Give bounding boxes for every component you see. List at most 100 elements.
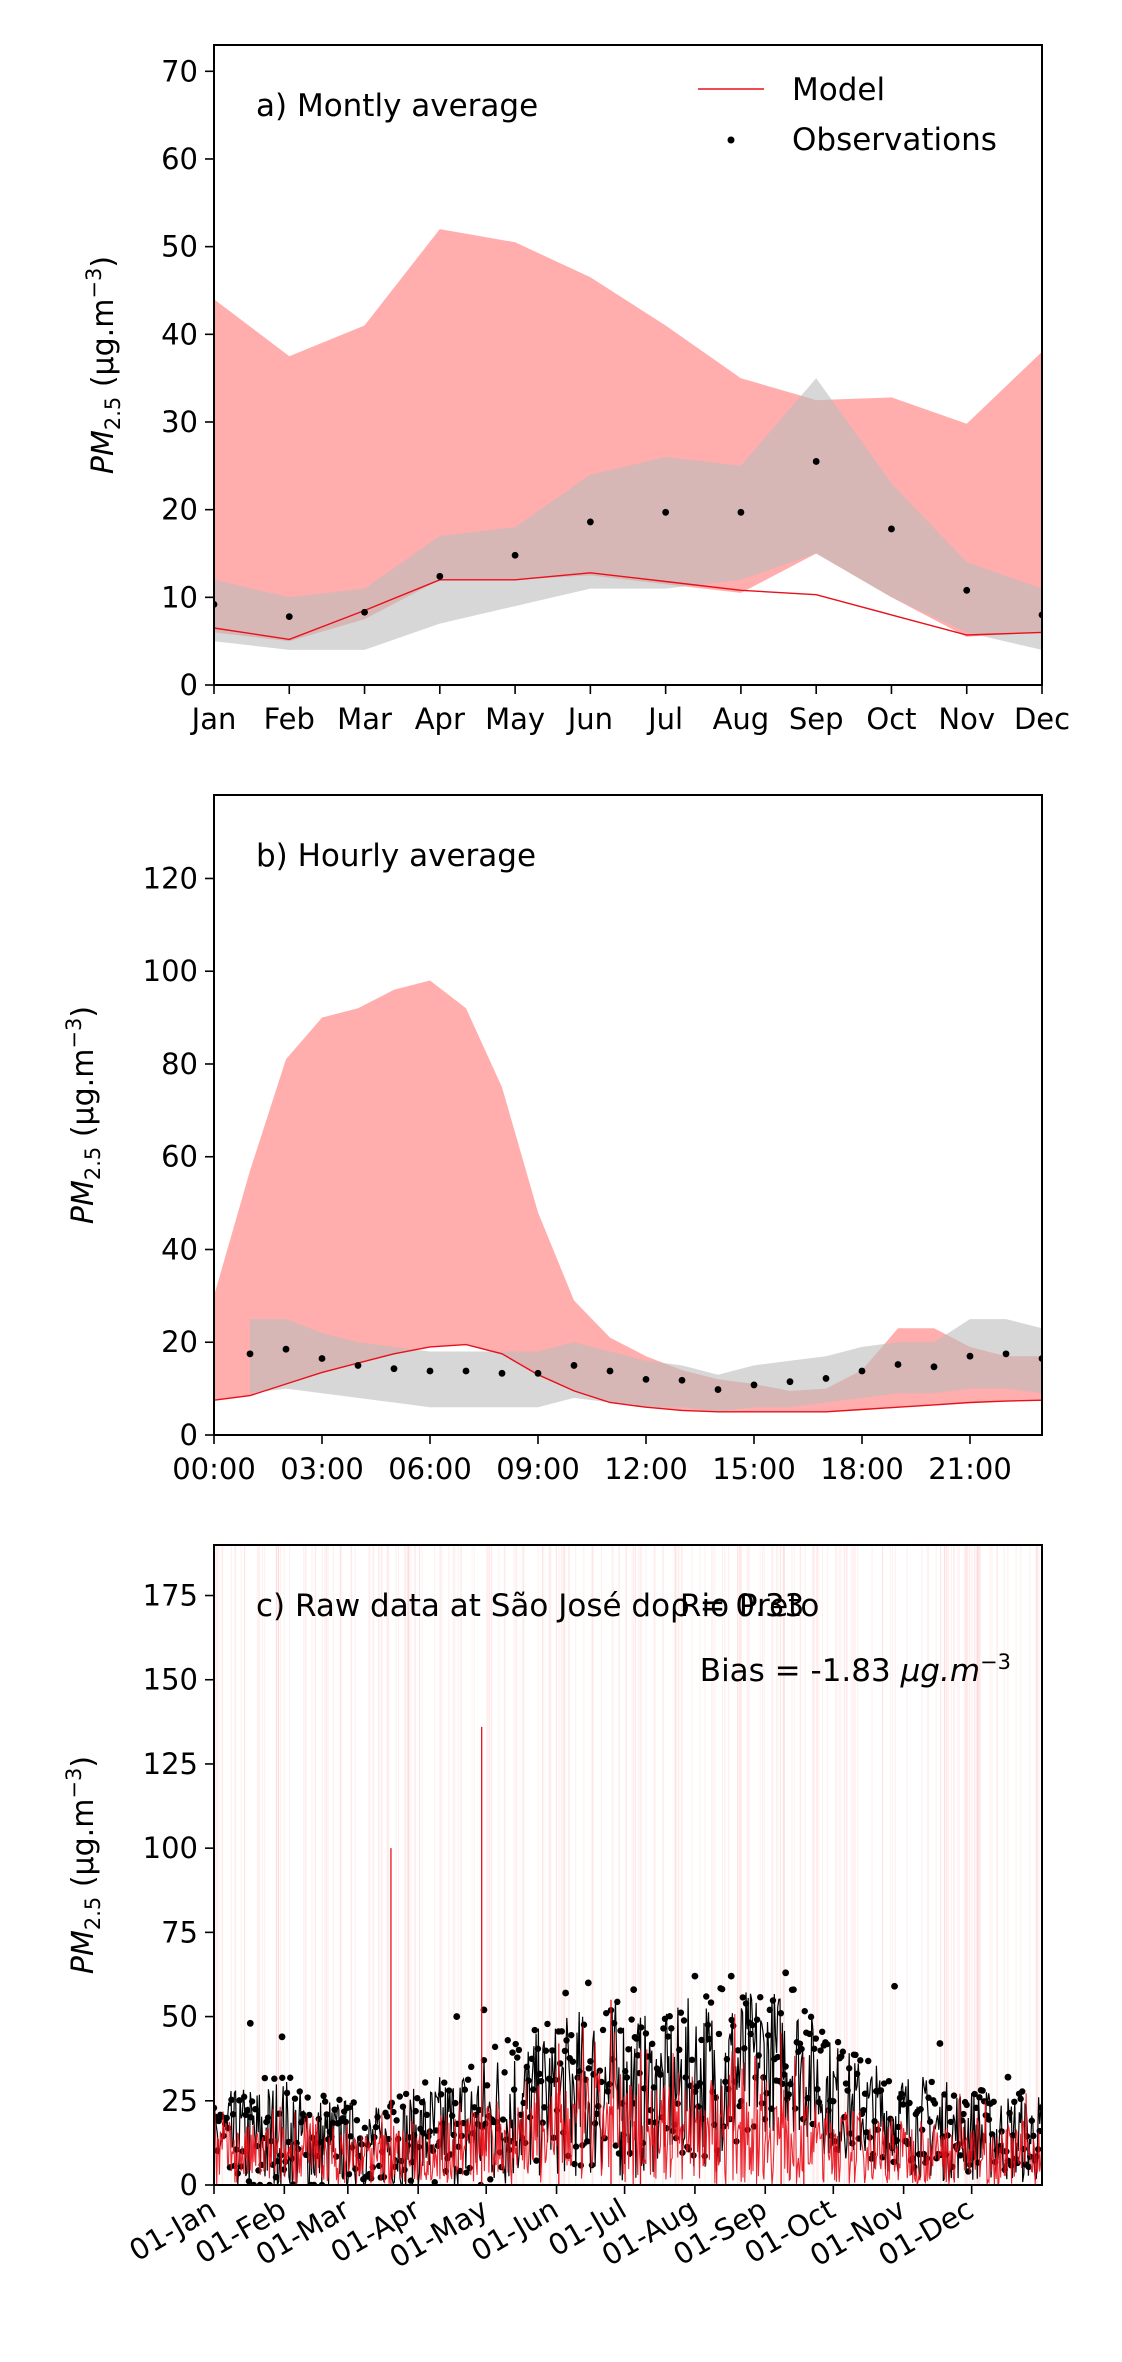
panel-b-ytick-label: 100 (143, 954, 198, 988)
observation-point (664, 2033, 672, 2040)
observation-point (801, 2007, 808, 2015)
observation-point (1025, 2163, 1032, 2171)
observation-point (757, 1993, 764, 2001)
panel-c-ytick-label: 25 (161, 2084, 198, 2118)
observation-point (471, 2104, 478, 2111)
observation-point (898, 2090, 905, 2098)
observation-outlier-point (782, 1969, 790, 1977)
observation-point (865, 2057, 872, 2065)
observation-point (568, 2031, 575, 2039)
observation-point (547, 2077, 554, 2084)
observation-point (649, 2040, 656, 2048)
observation-point (529, 2086, 537, 2093)
observation-point (285, 613, 293, 621)
observation-point (402, 2090, 410, 2098)
panel-a-xtick-label: Apr (415, 702, 465, 736)
panel-c-ytick-label: 0 (180, 2168, 198, 2202)
observation-point (542, 2047, 550, 2054)
observation-point (817, 2047, 824, 2054)
observation-point (541, 2104, 548, 2111)
panel-a-ytick-label: 0 (180, 668, 198, 702)
observation-point (586, 518, 594, 526)
observation-outlier-point (891, 1982, 898, 1990)
observation-point (569, 2058, 577, 2065)
panel-a-ytick-label: 70 (161, 54, 198, 88)
observation-point (498, 1369, 506, 1377)
observation-point (396, 2093, 403, 2100)
observation-point (326, 2128, 334, 2136)
observation-point (501, 2069, 508, 2076)
panel-c-ytick-label: 100 (143, 1831, 198, 1865)
observation-point (666, 2013, 673, 2020)
observation-point (895, 2123, 902, 2131)
observation-point (448, 2112, 456, 2119)
observation-point (963, 2101, 970, 2109)
observation-point (661, 2015, 669, 2023)
observation-point (296, 2088, 303, 2095)
observation-point (466, 2164, 473, 2172)
panel-b-xtick-label: 06:00 (388, 1452, 472, 1486)
observation-outlier-point (630, 1986, 638, 1994)
observation-point (734, 2047, 742, 2054)
panel-b-xtick-label: 15:00 (712, 1452, 796, 1486)
observation-point (696, 2080, 704, 2087)
observation-point (636, 2069, 643, 2077)
observation-point (1036, 2127, 1042, 2135)
observation-point (714, 1386, 722, 1393)
observation-point (596, 2067, 604, 2074)
observation-point (417, 2125, 424, 2133)
observation-point (825, 2107, 832, 2114)
panel-b: 0 20 40 60 80 100 120 00:00 03:00 06:00 09:00 12:00… (62, 794, 1043, 1486)
observation-point (572, 2143, 580, 2150)
panel-b-xtick-label: 03:00 (280, 1452, 364, 1486)
observation-point (525, 2077, 532, 2084)
observation-point (580, 2021, 588, 2028)
panel-b-ytick-label: 80 (161, 1047, 198, 1081)
observation-point (317, 2138, 324, 2146)
observation-point (960, 2110, 967, 2118)
observation-point (623, 2074, 631, 2081)
observation-point (536, 2070, 543, 2078)
observation-point (885, 2077, 893, 2085)
observation-point (786, 1378, 794, 1386)
observation-point (698, 2036, 705, 2044)
observation-point (769, 1997, 777, 2004)
observation-point (830, 2098, 837, 2105)
panel-c-ytick-label: 125 (143, 1747, 198, 1781)
observation-point (925, 2094, 932, 2101)
observation-point (534, 2045, 542, 2052)
panel-a: 0 10 20 30 40 50 60 70 Jan Feb Mar Apr May Jun Jul Aug S… (82, 44, 1070, 736)
observation-point (504, 2037, 511, 2044)
observation-point (321, 2098, 329, 2105)
observation-point (452, 2099, 459, 2107)
panel-a-title: a) Montly average (256, 88, 538, 124)
panel-b-ytick-label: 120 (143, 861, 198, 895)
observation-point (678, 1376, 686, 1384)
observation-point (390, 1365, 398, 1373)
observation-point (228, 2096, 235, 2104)
observation-point (963, 586, 971, 594)
legend-observations-label: Observations (792, 122, 997, 158)
observation-point (515, 2046, 523, 2054)
observation-point (917, 2106, 924, 2113)
observation-point (407, 2177, 415, 2184)
panel-b-ytick-label: 40 (161, 1232, 198, 1266)
observation-point (785, 2091, 793, 2098)
panel-c-bias: Bias = -1.83 μg.m−3 (700, 1650, 1011, 1689)
observation-point (957, 2152, 964, 2159)
panel-a-ytick-label: 10 (161, 580, 198, 614)
observation-point (688, 2056, 696, 2064)
observation-point (561, 2047, 569, 2055)
observation-point (610, 2020, 618, 2027)
observation-point (990, 2098, 997, 2105)
panel-b-ylabel: PM2.5 (μg.m−3) (62, 1006, 105, 1224)
observation-point (248, 2098, 256, 2105)
observation-point (834, 2038, 842, 2046)
legend-observations-marker (727, 136, 735, 144)
observation-point (537, 2077, 545, 2085)
observation-point (512, 2040, 519, 2048)
observation-point (807, 2013, 815, 2021)
observation-point (760, 2074, 767, 2081)
panel-a-xtick-label: Sep (789, 702, 844, 736)
observation-point (591, 2120, 599, 2127)
